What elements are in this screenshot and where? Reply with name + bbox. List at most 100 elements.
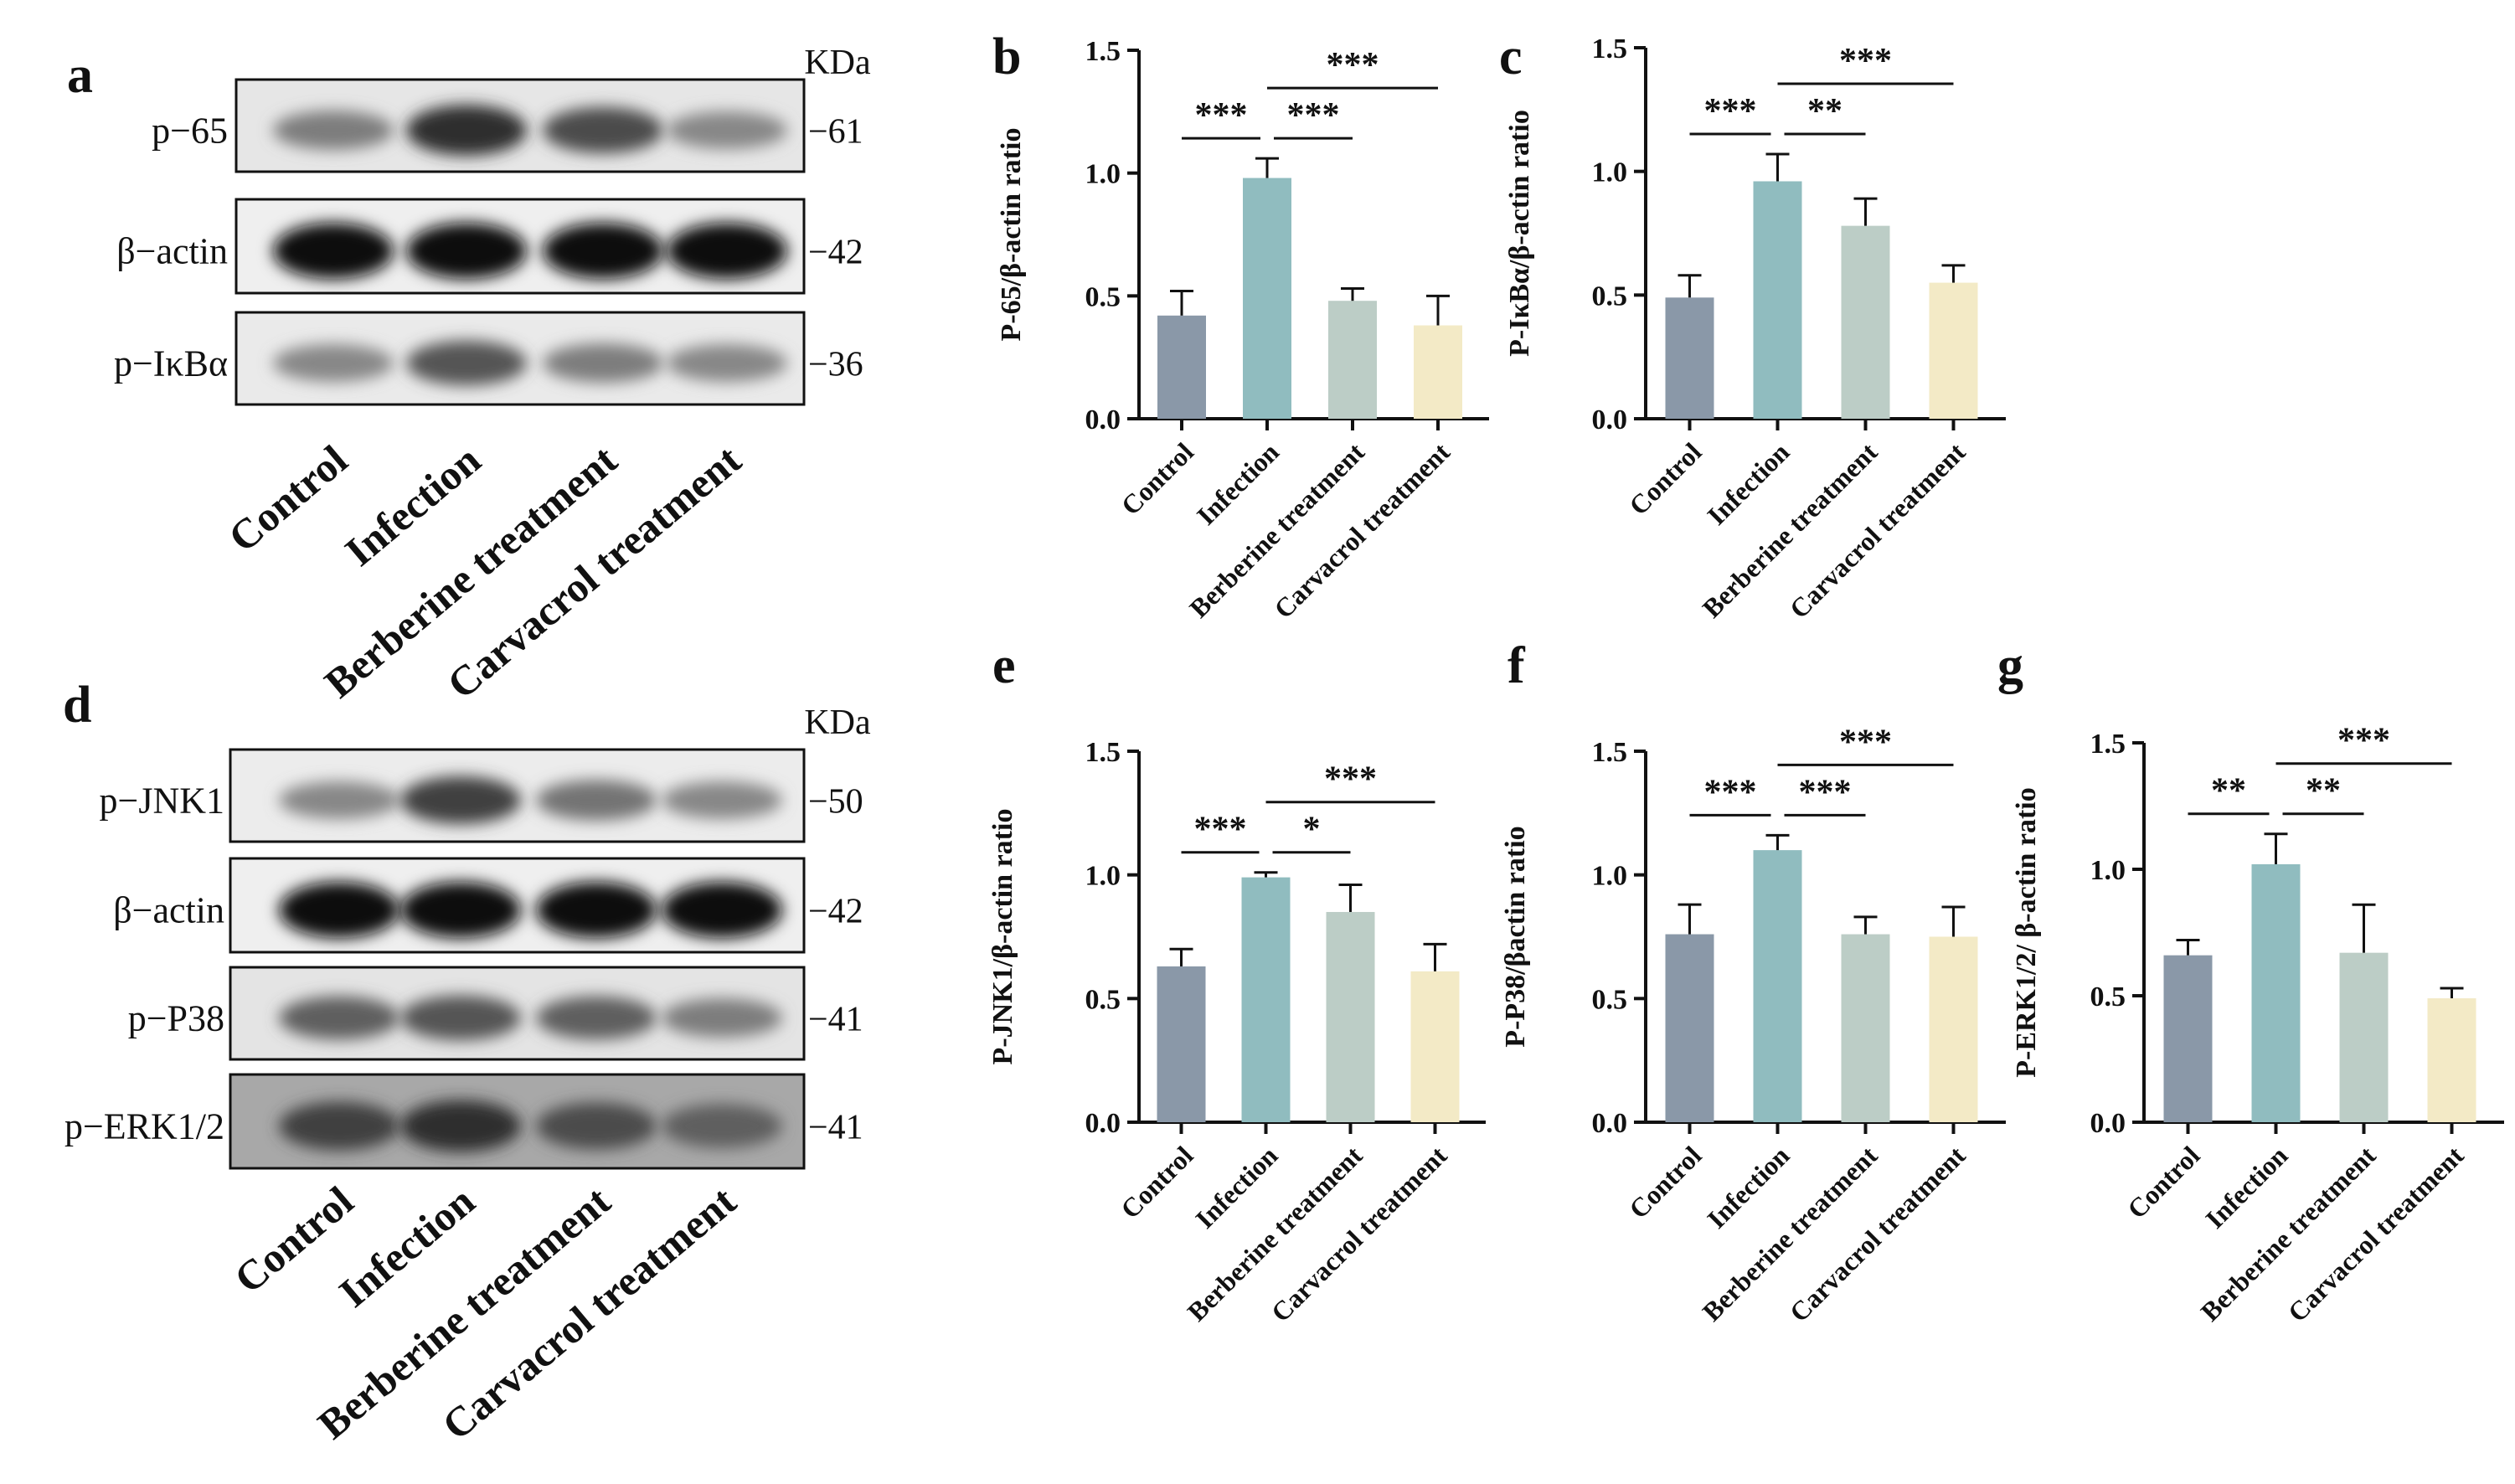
- blot-row: β−actin −42: [116, 198, 863, 295]
- blot-row: p−IκBα −36: [114, 311, 863, 406]
- y-axis-title: P-ERK1/2/ β-actin ratio: [2011, 787, 2042, 1078]
- kda-unit-label: KDa: [804, 44, 871, 82]
- blot-row: p−65 −61: [152, 78, 863, 173]
- bar-infection: [1753, 181, 1802, 420]
- y-tick-label: 0.0: [1592, 404, 1628, 435]
- kda-marker: −42: [808, 234, 863, 272]
- protein-band: [662, 998, 782, 1038]
- bar-chart-b: b0.00.51.01.5P-65/β-actin ratioControlIn…: [992, 28, 1489, 624]
- y-tick-label: 1.0: [1085, 159, 1121, 190]
- x-tick-label: Berberine treatment: [1697, 1140, 1884, 1327]
- y-tick-label: 0.0: [2090, 1108, 2126, 1139]
- protein-band: [543, 106, 663, 154]
- x-tick-label: Carvacrol treatment: [1784, 1140, 1971, 1327]
- blot-row-label: β−actin: [116, 231, 228, 272]
- y-tick-label: 0.5: [1592, 984, 1628, 1015]
- protein-band: [667, 111, 787, 149]
- y-tick-label: 0.5: [1592, 281, 1628, 312]
- y-tick-label: 0.0: [1085, 404, 1121, 435]
- panel-letter: f: [1507, 637, 1526, 694]
- x-tick-label: Control: [1115, 436, 1199, 521]
- kda-marker: −42: [808, 893, 863, 931]
- blot-row-label: p−IκBα: [114, 343, 228, 384]
- bar-chart-g: g 0.0 0.5 1.0 1.5 P-ERK1/2/ β-actin ratio Cont…: [1997, 637, 2504, 1327]
- bar-infection: [2251, 863, 2301, 1122]
- significance-label: ***: [1194, 811, 1247, 849]
- significance-label: ***: [1287, 96, 1340, 135]
- protein-band: [662, 781, 782, 819]
- y-tick-label: 1.0: [2090, 855, 2126, 886]
- x-tick-label: Carvacrol treatment: [2282, 1140, 2470, 1327]
- bar-berberine-treatment: [1841, 934, 1890, 1122]
- x-tick-label: Control: [1115, 1140, 1199, 1224]
- protein-band: [543, 343, 663, 383]
- blot-row: p−JNK1 −50: [100, 748, 863, 843]
- protein-band: [279, 781, 399, 819]
- panel-letter: e: [992, 637, 1016, 694]
- bar-chart-c: c 0.0 0.5 1.0 1.5 P-IκBα/β-actin ratio Control…: [1499, 28, 2006, 624]
- protein-band: [400, 775, 521, 825]
- protein-band: [406, 340, 527, 386]
- blot-row-label: p−JNK1: [100, 781, 225, 822]
- blot-row: β−actin −42: [113, 857, 863, 954]
- y-tick-label: 1.0: [1592, 861, 1628, 892]
- bar-control: [2163, 955, 2213, 1122]
- x-tick-label: Control: [1623, 1140, 1708, 1224]
- kda-marker: −50: [808, 783, 863, 822]
- protein-band: [536, 882, 657, 939]
- significance-label: ***: [1324, 760, 1377, 799]
- significance-label: ***: [2337, 722, 2390, 760]
- significance-label: ***: [1839, 42, 1892, 80]
- significance-label: ***: [1195, 96, 1248, 135]
- x-tick-label: Carvacrol treatment: [1784, 436, 1971, 624]
- y-tick-label: 0.5: [1085, 281, 1121, 312]
- y-tick-label: 0.5: [1085, 984, 1121, 1015]
- panel-letter: b: [992, 28, 1021, 85]
- protein-band: [536, 780, 657, 821]
- protein-band: [273, 344, 394, 382]
- bar-berberine-treatment: [1326, 911, 1375, 1122]
- significance-label: ***: [1704, 773, 1757, 812]
- bar-infection: [1241, 877, 1291, 1122]
- y-tick-label: 1.5: [1592, 737, 1628, 768]
- y-axis-title: P-JNK1/β-actin ratio: [987, 809, 1018, 1065]
- y-tick-label: 1.5: [2090, 729, 2126, 760]
- protein-band: [543, 223, 663, 280]
- bar-berberine-treatment: [1328, 301, 1377, 419]
- significance-label: *: [1303, 811, 1321, 849]
- bar-carvacrol-treatment: [1410, 971, 1460, 1122]
- x-tick-label: Berberine treatment: [1697, 436, 1884, 623]
- bar-control: [1665, 297, 1714, 419]
- bar-chart-e: e 0.0 0.5 1.0 1.5 P-JNK1/β-actin ratio Control…: [987, 637, 1486, 1327]
- blot-row: p−P38 −41: [128, 966, 863, 1061]
- kda-marker: −41: [808, 1001, 863, 1039]
- protein-band: [400, 995, 521, 1041]
- protein-band: [667, 223, 787, 280]
- significance-label: ***: [1839, 723, 1892, 761]
- protein-band: [400, 882, 521, 939]
- protein-band: [279, 1101, 399, 1151]
- protein-band: [406, 105, 527, 156]
- bar-carvacrol-treatment: [1929, 936, 1978, 1122]
- protein-band: [279, 882, 399, 939]
- kda-unit-label: KDa: [804, 703, 871, 742]
- panel-letter: c: [1499, 28, 1523, 85]
- panel-letter: a: [67, 47, 93, 104]
- bar-infection: [1243, 178, 1291, 420]
- panel-letter: g: [1997, 637, 2023, 694]
- protein-band: [400, 1100, 521, 1152]
- y-tick-label: 1.5: [1592, 33, 1628, 64]
- bar-control: [1157, 315, 1206, 419]
- blot-row-label: p−P38: [128, 998, 224, 1039]
- significance-label: **: [2211, 772, 2246, 811]
- x-tick-label: Control: [1623, 436, 1708, 521]
- protein-band: [279, 996, 399, 1040]
- bar-berberine-treatment: [2339, 952, 2389, 1122]
- kda-marker: −61: [808, 113, 863, 152]
- significance-label: **: [1807, 92, 1842, 131]
- x-tick-label: Control: [2121, 1140, 2206, 1224]
- protein-band: [662, 882, 782, 939]
- bar-carvacrol-treatment: [1414, 325, 1462, 419]
